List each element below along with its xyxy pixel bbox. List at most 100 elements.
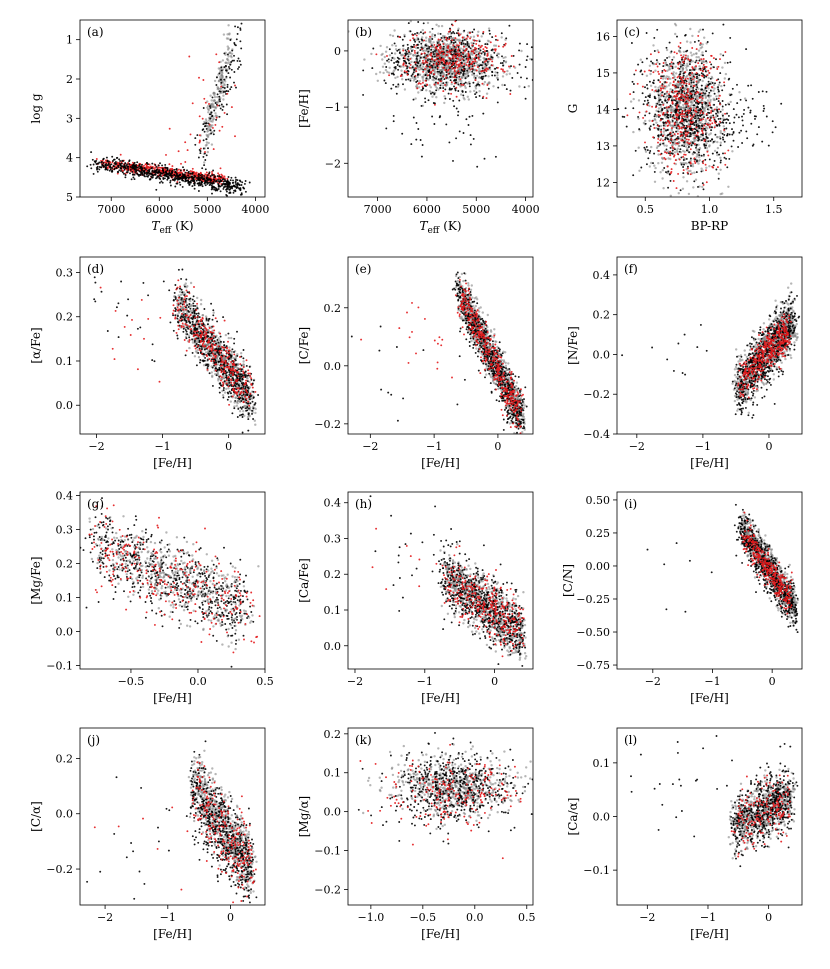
data-point xyxy=(483,80,487,84)
data-point xyxy=(676,130,679,133)
data-point xyxy=(427,50,430,53)
data-point xyxy=(144,168,147,171)
data-point xyxy=(449,79,452,82)
data-point xyxy=(661,69,664,72)
data-point xyxy=(400,74,403,77)
data-point xyxy=(146,172,149,175)
data-point xyxy=(429,86,433,89)
data-point xyxy=(171,169,174,172)
data-point xyxy=(485,59,488,62)
data-point xyxy=(96,162,99,165)
data-point xyxy=(477,67,481,70)
data-point xyxy=(457,48,460,51)
data-point xyxy=(729,100,732,104)
data-point xyxy=(488,66,491,69)
data-point xyxy=(424,74,427,77)
data-point xyxy=(407,78,410,81)
data-point xyxy=(666,56,669,59)
data-point xyxy=(428,47,430,50)
data-point xyxy=(708,91,711,94)
data-point xyxy=(395,61,398,63)
data-point xyxy=(184,178,187,181)
data-point xyxy=(712,66,715,69)
data-point xyxy=(469,90,472,93)
data-point xyxy=(717,78,720,81)
data-point xyxy=(409,77,412,81)
data-point xyxy=(632,83,635,85)
data-point xyxy=(217,67,220,70)
data-point xyxy=(657,153,660,156)
data-point xyxy=(422,22,425,25)
data-point xyxy=(644,150,648,153)
data-point xyxy=(688,63,691,66)
data-point xyxy=(705,50,707,53)
data-point xyxy=(169,184,172,187)
data-point xyxy=(657,90,660,93)
data-point xyxy=(648,127,651,130)
data-point xyxy=(681,64,684,67)
data-point xyxy=(131,166,133,169)
data-point xyxy=(471,114,474,117)
data-point xyxy=(124,174,127,176)
data-point xyxy=(398,65,401,68)
data-point xyxy=(229,88,232,91)
data-point xyxy=(473,57,476,60)
data-point xyxy=(431,115,434,118)
data-point xyxy=(484,50,486,53)
data-point xyxy=(154,163,157,166)
data-point xyxy=(169,181,172,184)
data-point xyxy=(433,103,436,106)
data-point xyxy=(452,99,455,102)
data-point xyxy=(704,92,706,95)
data-point xyxy=(187,171,190,174)
data-point xyxy=(643,146,646,149)
data-point xyxy=(154,166,157,169)
y-tick-label: 2 xyxy=(66,73,73,86)
data-point xyxy=(386,70,389,74)
data-point xyxy=(750,84,753,87)
data-point xyxy=(486,39,490,42)
data-point xyxy=(203,178,206,181)
data-point xyxy=(165,172,168,175)
data-point xyxy=(444,44,448,47)
data-point xyxy=(713,149,717,153)
data-point xyxy=(479,64,482,67)
data-point xyxy=(391,56,394,59)
data-point xyxy=(481,44,483,47)
data-point xyxy=(440,59,443,62)
data-point xyxy=(387,58,390,61)
data-point xyxy=(511,76,514,79)
data-point xyxy=(202,79,205,81)
data-point xyxy=(123,168,126,171)
data-point xyxy=(526,43,529,46)
data-point xyxy=(211,120,214,123)
data-point xyxy=(665,144,668,147)
data-point xyxy=(378,71,382,74)
data-point xyxy=(145,163,148,166)
data-point xyxy=(424,79,427,82)
data-point xyxy=(416,46,419,49)
data-point xyxy=(387,60,391,64)
y-tick-label: −2 xyxy=(325,157,341,170)
data-point xyxy=(209,183,212,186)
data-point xyxy=(691,165,695,168)
data-point xyxy=(454,20,457,23)
plot-frame xyxy=(79,19,266,198)
data-point xyxy=(661,108,664,110)
data-point xyxy=(709,139,712,142)
data-point xyxy=(433,59,436,62)
data-point xyxy=(497,45,500,48)
data-point xyxy=(661,169,664,172)
data-point xyxy=(698,148,701,151)
data-point xyxy=(223,66,226,69)
data-point xyxy=(699,135,702,139)
data-point xyxy=(155,188,158,191)
data-point xyxy=(217,182,220,185)
data-point xyxy=(167,177,170,180)
data-point xyxy=(224,64,227,67)
data-point xyxy=(682,166,685,168)
data-point xyxy=(226,187,229,190)
data-point xyxy=(418,82,421,85)
data-point xyxy=(448,88,451,91)
data-point xyxy=(199,174,202,177)
